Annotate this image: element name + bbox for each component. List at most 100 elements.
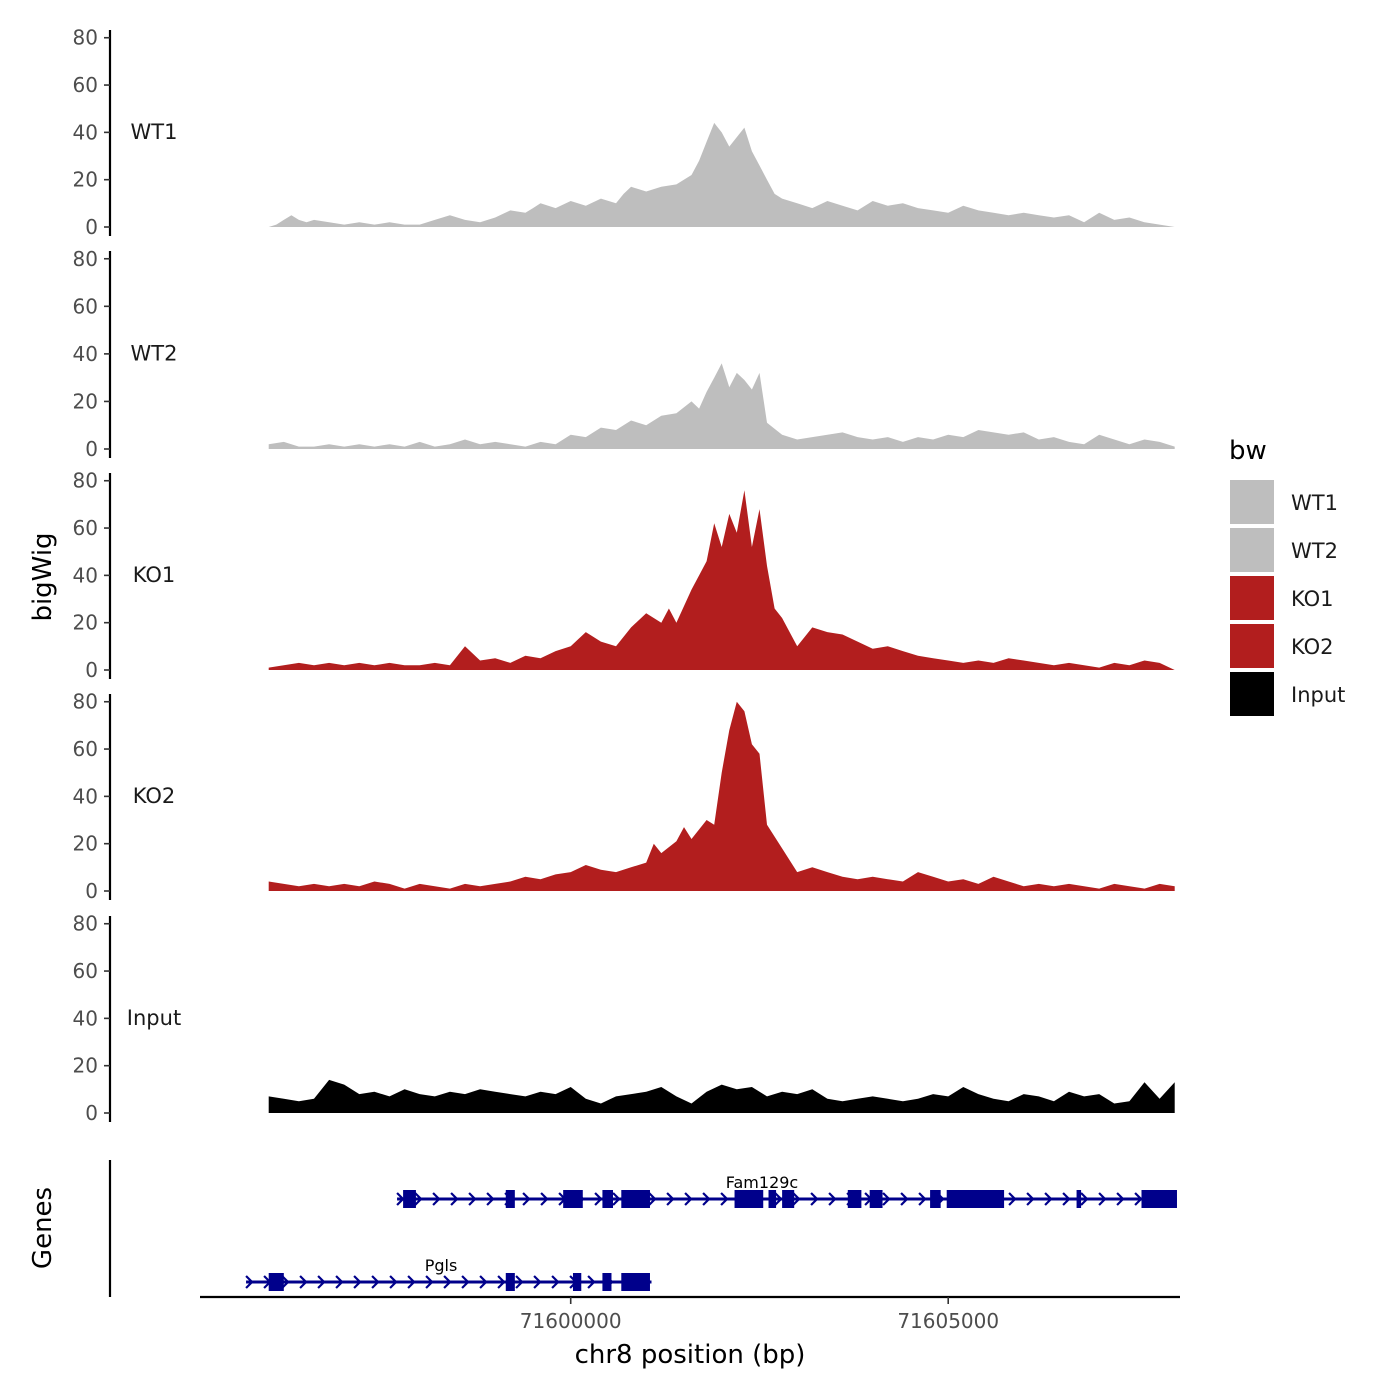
strand-arrow [1026,1192,1035,1206]
signal-area-wt1 [268,122,1175,227]
strand-arrow [389,1275,398,1289]
y-tick-label: 80 [73,26,98,50]
strand-arrow [882,1192,891,1206]
track-label: Input [127,1006,181,1030]
legend-label: Input [1291,683,1345,707]
x-tick-label: 71600000 [520,1309,622,1333]
strand-arrow [792,1192,801,1206]
gene-exon [946,1190,1005,1208]
y-tick-label: 80 [73,247,98,271]
strand-arrow [371,1275,380,1289]
gene-exon [572,1273,582,1291]
strand-arrow [317,1275,326,1289]
y-tick-label: 20 [73,168,98,192]
strand-arrow [612,1192,621,1206]
gene-exon [268,1273,284,1291]
legend-swatch [1230,528,1274,572]
genes-panel-title: Genes [28,1187,58,1269]
strand-arrow [353,1275,362,1289]
gene-exon [1141,1190,1177,1208]
track-ko1: 0 20 40 60 80 KO1 [73,469,1175,682]
y-tick-label: 20 [73,389,98,413]
strand-arrow [407,1275,416,1289]
gene-label: Fam129c [726,1173,798,1192]
y-tick-label: 40 [73,342,98,366]
strand-arrow [1098,1192,1107,1206]
strand-arrow [281,1275,290,1289]
y-tick-label: 80 [73,912,98,936]
y-tick-label: 40 [73,563,98,587]
track-wt2: 0 20 40 60 80 WT2 [73,247,1175,461]
strand-arrow [245,1275,254,1289]
legend-item-ko2: KO2 [1230,624,1334,668]
gene-exon [734,1190,764,1208]
x-tick-label: 71605000 [897,1309,999,1333]
strand-arrow [702,1192,711,1206]
strand-arrow [1080,1192,1089,1206]
strand-arrow [774,1192,783,1206]
strand-arrow [900,1192,909,1206]
signal-area-input [268,1079,1175,1113]
signal-area-wt2 [268,363,1175,449]
strand-arrow [396,1192,405,1206]
strand-arrow [666,1192,675,1206]
gene-exon [621,1190,650,1208]
y-tick-label: 40 [73,784,98,808]
strand-arrow [533,1275,542,1289]
gene-exon [768,1190,777,1208]
legend-item-wt1: WT1 [1230,480,1338,524]
strand-arrow [1062,1192,1071,1206]
y-tick-label: 80 [73,690,98,714]
signal-area-ko2 [268,701,1175,891]
gene-exon [782,1190,795,1208]
strand-arrow [684,1192,693,1206]
y-tick-label: 0 [85,215,98,239]
legend-swatch [1230,672,1274,716]
strand-arrow [1008,1192,1017,1206]
strand-arrow [414,1192,423,1206]
legend-item-wt2: WT2 [1230,528,1338,572]
track-wt1: 0 20 40 60 80 WT1 [73,26,1175,239]
legend-label: WT1 [1291,491,1338,515]
y-tick-label: 40 [73,120,98,144]
gene-exon [403,1190,416,1208]
strand-arrow [810,1192,819,1206]
legend: WT1 WT2 KO1 KO2 Input [1230,480,1345,716]
gene-exon [621,1273,650,1291]
y-tick-label: 20 [73,1054,98,1078]
track-label: KO2 [133,784,176,808]
legend-swatch [1230,624,1274,668]
tracks-layer: 0 20 40 60 80 WT1 0 20 40 60 80 WT2 0 20 40 60 80 KO1 0 20 4… [73,26,1175,1125]
strand-arrow [461,1275,470,1289]
strand-arrow [551,1275,560,1289]
legend-label: KO2 [1291,635,1334,659]
strand-arrow [425,1275,434,1289]
gene-exon [505,1273,515,1291]
strand-arrow [335,1275,344,1289]
strand-arrow [497,1275,506,1289]
strand-arrow [828,1192,837,1206]
y-tick-label: 60 [73,294,98,318]
y-axis-title: bigWig [28,532,58,621]
y-tick-label: 60 [73,737,98,761]
strand-arrow [515,1275,524,1289]
strand-arrow [720,1192,729,1206]
gene-exon [869,1190,883,1208]
legend-title: bw [1229,436,1267,466]
genes-layer: Fam129c Pgls [108,1160,1177,1297]
strand-arrow [594,1192,603,1206]
strand-arrow [299,1275,308,1289]
track-label: WT2 [131,342,178,366]
gene-exon [602,1190,613,1208]
y-tick-label: 0 [85,658,98,682]
y-tick-label: 20 [73,832,98,856]
x-axis: 71600000 71605000 [200,1295,1180,1333]
y-tick-label: 60 [73,516,98,540]
track-label: KO1 [133,563,176,587]
legend-label: KO1 [1291,587,1334,611]
strand-arrow [1134,1192,1143,1206]
gene-label: Pgls [425,1256,458,1275]
signal-area-ko1 [268,490,1175,670]
strand-arrow [1044,1192,1053,1206]
